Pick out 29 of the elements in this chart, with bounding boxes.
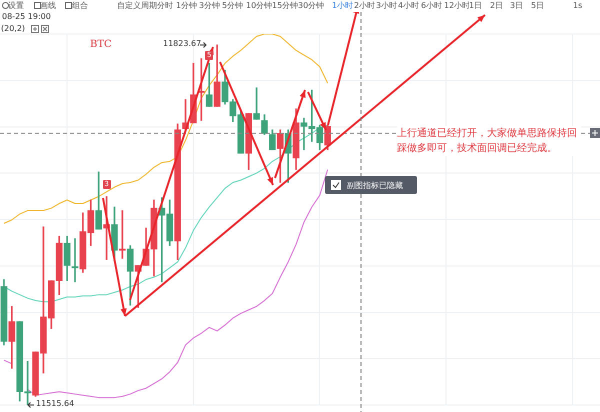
text: 画线 — [40, 0, 56, 11]
text: 10分钟 — [246, 0, 272, 11]
annotation: 11515.64 — [36, 399, 74, 408]
text: 1分钟 — [176, 0, 198, 11]
text: 3日 — [510, 0, 524, 11]
text: 3小时 — [376, 0, 398, 11]
text: 6小时 — [421, 0, 442, 11]
text: 1日 — [469, 0, 482, 11]
text: 设置 — [8, 0, 24, 11]
text: 08-25 19:00 — [2, 12, 51, 21]
text: 15分钟 — [272, 0, 298, 11]
annotation: 副图指标已隐藏 — [347, 180, 403, 191]
annotation: 上行通道已经打开，大家做单思路保持回踩做多即可，技术面回调已经完成。 — [397, 126, 581, 156]
text: (20,2) — [1, 24, 26, 33]
text: 自定义周期 — [117, 0, 157, 11]
text: 5日 — [531, 0, 544, 11]
text: 2小时 — [354, 0, 376, 11]
text: 12小时 — [444, 0, 470, 11]
text: 分时 — [157, 0, 173, 11]
annotation: BTC — [90, 39, 112, 50]
text: 1小时 — [332, 0, 354, 11]
text: 组合 — [72, 0, 88, 11]
text: 5分钟 — [222, 0, 244, 11]
text: 2日 — [490, 0, 504, 11]
text: 3分钟 — [199, 0, 220, 11]
annotation: 11823.67 — [163, 38, 202, 48]
text: 4小时 — [398, 0, 420, 11]
text: 30分钟 — [298, 0, 324, 11]
text: 1s — [573, 0, 582, 11]
